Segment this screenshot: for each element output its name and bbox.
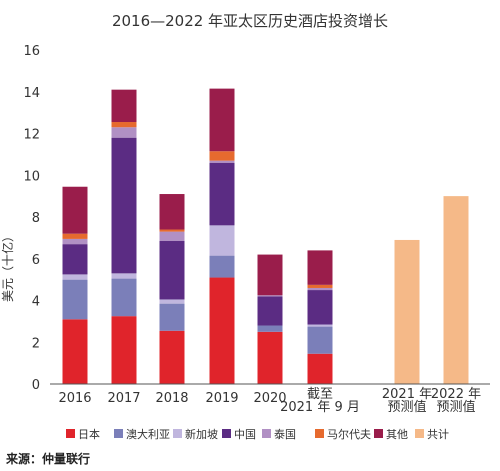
legend-swatch (173, 429, 182, 438)
bar-segment (209, 225, 235, 256)
bar-segment (111, 137, 137, 274)
bar-segment (111, 273, 137, 279)
legend-swatch (374, 429, 383, 438)
bar-segment (62, 279, 88, 320)
bar-segment (443, 196, 469, 384)
y-tick-label: 14 (23, 86, 40, 101)
y-tick-label: 8 (32, 211, 40, 226)
bar-segment (111, 122, 137, 128)
bar-segment (111, 89, 137, 123)
bar-segment (159, 241, 185, 300)
x-tick-label: 2021 年 (382, 387, 432, 402)
y-tick-label: 0 (32, 378, 40, 393)
x-tick-label: 预测值 (436, 399, 475, 415)
bar-segment (159, 330, 185, 384)
x-tick-label: 2017 (107, 391, 140, 406)
legend-swatch (262, 429, 271, 438)
legend-swatch (415, 429, 424, 438)
x-tick-label: 截至 (307, 387, 333, 402)
bar-segment (62, 319, 88, 384)
x-tick-label: 2019 (205, 391, 238, 406)
bar-segment (62, 244, 88, 275)
x-tick-label: 预测值 (387, 399, 426, 415)
bar-segment (257, 296, 283, 326)
bar-segment (257, 325, 283, 332)
bar-segment (159, 229, 185, 232)
bar-segment (159, 194, 185, 230)
bar-segment (307, 326, 333, 354)
bar-stacks (62, 88, 469, 384)
bar-segment (159, 303, 185, 331)
legend-label: 共计 (427, 428, 449, 441)
legend-label: 新加坡 (185, 427, 218, 441)
bar-segment (62, 238, 88, 245)
legend-swatch (66, 429, 75, 438)
bar-segment (111, 278, 137, 317)
bar-segment (209, 88, 235, 152)
bar-segment (257, 331, 283, 384)
x-tick-label: 2018 (155, 391, 188, 406)
bar-segment (394, 239, 420, 384)
y-tick-label: 12 (23, 128, 40, 143)
legend-label: 泰国 (274, 427, 296, 441)
bar-segment (62, 186, 88, 234)
x-tick-label: 2020 (253, 391, 286, 406)
source-note: 来源：仲量联行 (5, 451, 90, 466)
bar-segment (307, 250, 333, 285)
bar-segment (159, 299, 185, 304)
legend-label: 中国 (234, 428, 256, 441)
bar-segment (307, 290, 333, 325)
bar-segment (257, 254, 283, 296)
y-axis-ticks: 0 2 4 6 8 10 12 14 16 (23, 44, 40, 393)
bar-segment (307, 284, 333, 288)
legend-swatch (222, 429, 231, 438)
y-tick-label: 6 (32, 253, 40, 268)
bar-segment (209, 160, 235, 163)
legend-label: 马尔代夫 (327, 428, 371, 441)
legend-swatch (315, 429, 324, 438)
bar-segment (307, 353, 333, 384)
bar-segment (111, 127, 137, 138)
bar-segment (111, 316, 137, 384)
y-tick-label: 4 (32, 295, 40, 310)
x-tick-label: 2022 年 (431, 387, 481, 402)
y-axis-label: 美元（十亿） (0, 230, 15, 302)
x-tick-label: 2016 (58, 391, 91, 406)
bar-segment (307, 287, 333, 291)
legend-label: 澳大利亚 (126, 427, 170, 441)
bar-segment (62, 233, 88, 239)
bar-segment (62, 274, 88, 280)
bar-segment (209, 255, 235, 278)
y-tick-label: 10 (23, 169, 40, 184)
bar-segment (257, 295, 283, 297)
legend-swatch (114, 429, 123, 438)
bar-segment (307, 324, 333, 327)
bar-segment (159, 231, 185, 242)
y-tick-label: 2 (32, 336, 40, 351)
bar-segment (209, 162, 235, 226)
bar-segment (209, 277, 235, 384)
legend-label: 其他 (386, 428, 408, 441)
y-tick-label: 16 (23, 44, 40, 59)
legend-label: 日本 (78, 427, 100, 441)
x-tick-label: 2021 年 9 月 (280, 400, 360, 415)
chart-title: 2016—2022 年亚太区历史酒店投资增长 (112, 12, 388, 30)
bar-segment (209, 151, 235, 161)
legend: 日本 澳大利亚 新加坡 中国 泰国 马尔代夫 其他 共计 (66, 427, 449, 441)
